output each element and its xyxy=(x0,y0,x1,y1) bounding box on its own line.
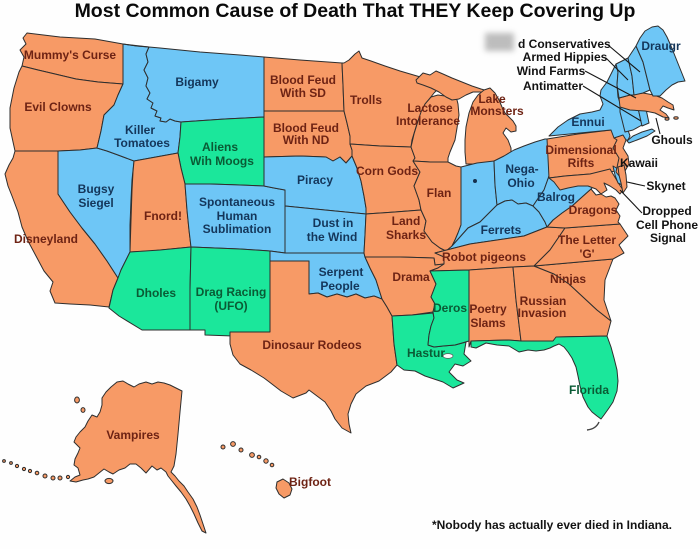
svg-text:Nega-: Nega- xyxy=(505,162,538,176)
svg-text:Rifts: Rifts xyxy=(568,156,595,170)
svg-text:With SD: With SD xyxy=(280,86,326,100)
svg-text:Land: Land xyxy=(392,214,421,228)
svg-text:the Wind: the Wind xyxy=(307,230,358,244)
svg-text:Wind Farms: Wind Farms xyxy=(517,64,586,78)
svg-text:Human: Human xyxy=(217,209,258,223)
svg-text:Dust in: Dust in xyxy=(313,216,354,230)
svg-text:Hastur: Hastur xyxy=(407,346,445,360)
svg-text:Antimatter: Antimatter xyxy=(523,79,583,93)
svg-text:People: People xyxy=(320,279,360,293)
svg-text:'G': 'G' xyxy=(579,247,594,261)
svg-text:Ghouls: Ghouls xyxy=(651,133,693,147)
svg-text:Blood Feud: Blood Feud xyxy=(270,73,336,87)
svg-text:With ND: With ND xyxy=(283,133,330,147)
svg-text:Sublimation: Sublimation xyxy=(203,222,272,236)
svg-text:Kawaii: Kawaii xyxy=(620,156,658,170)
svg-text:Bigamy: Bigamy xyxy=(175,75,219,89)
svg-text:Invasion: Invasion xyxy=(518,306,567,320)
svg-text:Trolls: Trolls xyxy=(350,93,382,107)
svg-text:Slams: Slams xyxy=(470,316,506,330)
svg-text:The Letter: The Letter xyxy=(558,233,616,247)
svg-text:Intolerance: Intolerance xyxy=(396,114,460,128)
svg-text:Russian: Russian xyxy=(520,294,567,308)
svg-text:Ninjas: Ninjas xyxy=(550,272,586,286)
svg-text:Sharks: Sharks xyxy=(386,228,426,242)
svg-text:Tomatoes: Tomatoes xyxy=(114,136,170,150)
svg-text:Piracy: Piracy xyxy=(297,173,333,187)
svg-text:Dholes: Dholes xyxy=(136,286,176,300)
svg-text:Monsters: Monsters xyxy=(470,104,524,118)
svg-text:*Nobody has actually ever died: *Nobody has actually ever died in Indian… xyxy=(432,518,672,532)
svg-text:(UFO): (UFO) xyxy=(214,299,247,313)
svg-text:Evil Clowns: Evil Clowns xyxy=(24,100,92,114)
svg-text:Siegel: Siegel xyxy=(78,196,113,210)
svg-text:Lactose: Lactose xyxy=(407,101,453,115)
svg-text:Robot pigeons: Robot pigeons xyxy=(442,250,526,264)
svg-text:Corn Gods: Corn Gods xyxy=(356,164,418,178)
svg-text:Serpent: Serpent xyxy=(319,265,364,279)
svg-text:Killer: Killer xyxy=(125,123,155,137)
svg-text:Bigfoot: Bigfoot xyxy=(289,475,331,489)
svg-text:Drag Racing: Drag Racing xyxy=(196,285,267,299)
svg-text:Fnord!: Fnord! xyxy=(144,209,182,223)
svg-text:Armed Hippies: Armed Hippies xyxy=(523,50,608,64)
svg-text:Dinosaur Rodeos: Dinosaur Rodeos xyxy=(262,338,362,352)
svg-text:Disneyland: Disneyland xyxy=(14,232,78,246)
svg-text:Bugsy: Bugsy xyxy=(78,182,115,196)
svg-text:d Conservatives: d Conservatives xyxy=(518,37,611,51)
svg-text:Cell Phone: Cell Phone xyxy=(636,218,698,232)
svg-text:Most Common Cause of Death Tha: Most Common Cause of Death That THEY Kee… xyxy=(75,0,636,22)
svg-text:Flan: Flan xyxy=(427,186,452,200)
svg-text:Florida: Florida xyxy=(569,383,609,397)
svg-text:Ohio: Ohio xyxy=(507,176,534,190)
svg-text:Spontaneous: Spontaneous xyxy=(199,195,275,209)
svg-text:Ferrets: Ferrets xyxy=(481,223,522,237)
svg-text:Ennui: Ennui xyxy=(571,115,604,129)
svg-text:Balrog: Balrog xyxy=(537,190,575,204)
svg-text:Deros: Deros xyxy=(433,301,467,315)
svg-text:Dimensional: Dimensional xyxy=(545,143,616,157)
svg-text:Dragons: Dragons xyxy=(569,203,618,217)
svg-text:Vampires: Vampires xyxy=(106,428,160,442)
svg-text:Poetry: Poetry xyxy=(469,302,507,316)
svg-text:Skynet: Skynet xyxy=(646,179,685,193)
svg-text:Signal: Signal xyxy=(650,231,686,245)
svg-text:Dropped: Dropped xyxy=(642,204,691,218)
svg-text:Blood Feud: Blood Feud xyxy=(273,121,339,135)
svg-text:Lake: Lake xyxy=(478,92,506,106)
svg-text:Mummy's Curse: Mummy's Curse xyxy=(24,48,117,62)
svg-text:Aliens: Aliens xyxy=(202,140,238,154)
svg-text:Drama: Drama xyxy=(392,270,430,284)
svg-text:Wih Moogs: Wih Moogs xyxy=(190,154,254,168)
svg-text:Draugr: Draugr xyxy=(641,39,681,53)
